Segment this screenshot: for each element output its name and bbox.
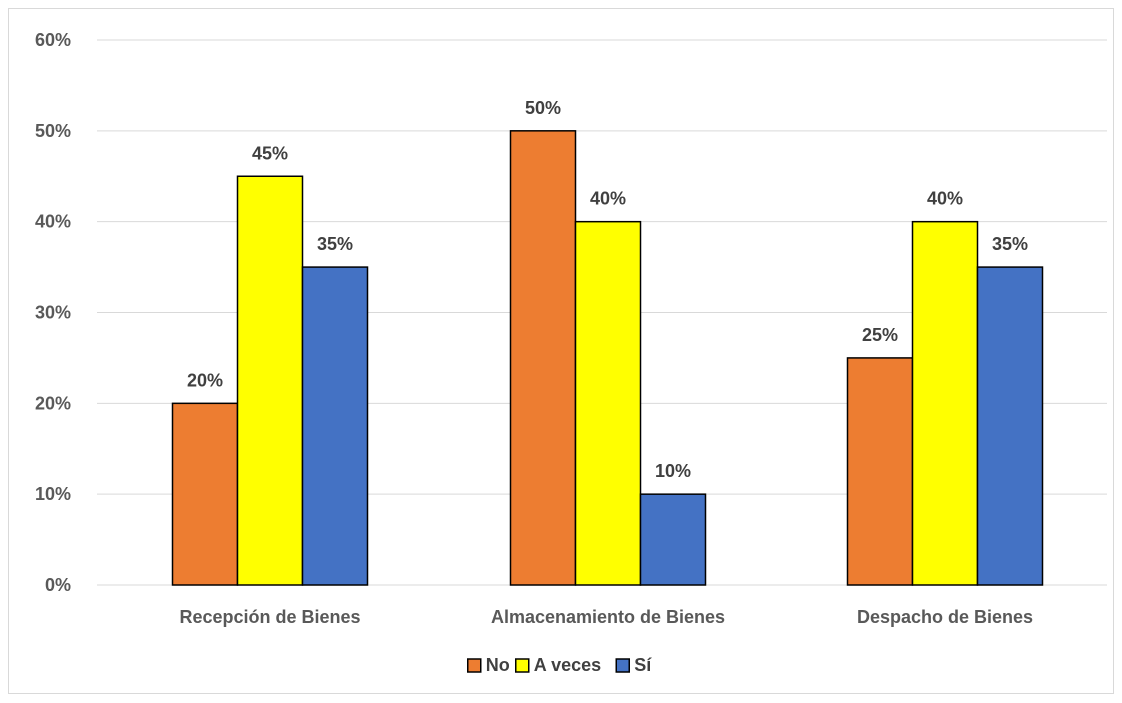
legend-swatch	[467, 658, 482, 673]
data-label: 25%	[862, 325, 898, 345]
chart-frame: 0% 10% 20% 30% 40% 50% 60% 20% 45% 35% 50% 40% 10% 2…	[8, 8, 1114, 694]
bars	[171, 130, 1044, 586]
data-label: 20%	[187, 370, 223, 390]
y-axis-ticks: 0% 10% 20% 30% 40% 50% 60%	[35, 30, 71, 595]
y-tick-label: 20%	[35, 393, 71, 413]
category-label: Despacho de Bienes	[857, 607, 1033, 627]
legend: No A veces Sí	[467, 655, 652, 675]
data-label: 50%	[525, 98, 561, 118]
bar-chart: 0%10%20%30%40%50%60% 20%45%35%50%40%10%2…	[35, 30, 1107, 675]
y-tick-label: 40%	[35, 212, 71, 232]
bar	[976, 266, 1044, 586]
y-tick-label: 30%	[35, 303, 71, 323]
data-label: 35%	[317, 234, 353, 254]
data-label: 10%	[655, 461, 691, 481]
bar	[236, 175, 304, 586]
bar	[171, 402, 239, 586]
y-tick-label: 10%	[35, 484, 71, 504]
bar	[509, 130, 577, 586]
y-tick-label: 0%	[45, 575, 71, 595]
category-label: Almacenamiento de Bienes	[491, 607, 725, 627]
data-label: 35%	[992, 234, 1028, 254]
legend-swatch	[615, 658, 630, 673]
data-label: 40%	[590, 189, 626, 209]
data-label: 40%	[927, 189, 963, 209]
bar	[639, 493, 707, 586]
data-labels: 20% 45% 35% 50% 40% 10% 25% 40% 35%	[187, 98, 1028, 481]
bar	[846, 357, 914, 586]
bar	[911, 220, 979, 586]
legend-label: No	[486, 655, 510, 675]
y-tick-label: 60%	[35, 30, 71, 50]
data-label: 45%	[252, 143, 288, 163]
bar	[574, 220, 642, 586]
y-tick-label: 50%	[35, 121, 71, 141]
legend-swatch	[515, 658, 530, 673]
bar	[301, 266, 369, 586]
legend-label: Sí	[634, 655, 652, 675]
category-label: Recepción de Bienes	[179, 607, 360, 627]
legend-label: A veces	[534, 655, 601, 675]
x-axis-categories: Recepción de Bienes Almacenamiento de Bie…	[179, 607, 1033, 627]
